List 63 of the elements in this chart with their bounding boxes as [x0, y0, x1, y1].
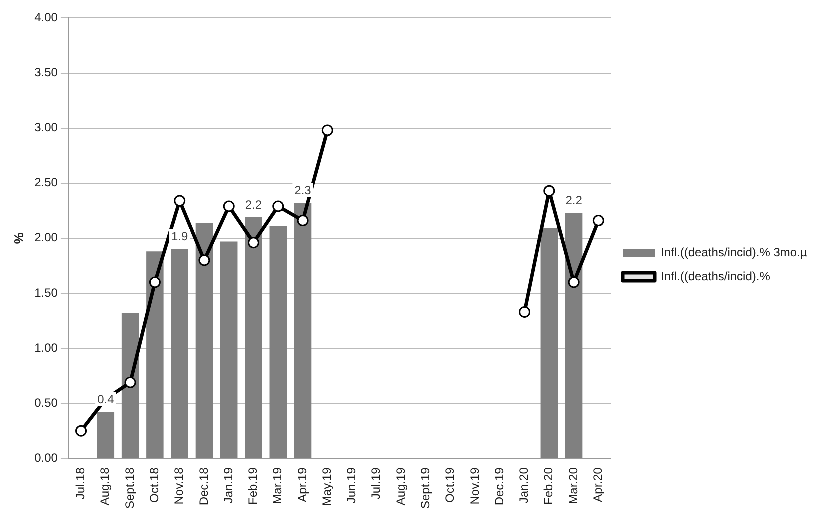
bar: [97, 412, 115, 458]
y-axis-title: %: [11, 232, 26, 244]
point: [248, 237, 260, 249]
point: [272, 200, 284, 212]
bar: [270, 226, 288, 458]
x-tick-label: Jun.19: [344, 467, 359, 504]
point: [297, 215, 309, 227]
data-label: 1.9: [171, 230, 188, 244]
bar: [245, 217, 262, 458]
y-tick-label: 0.50: [34, 396, 58, 410]
x-tick-label: Dec.18: [196, 467, 211, 506]
x-tick-label: Feb.20: [542, 467, 556, 505]
x-tick-label: May.19: [320, 467, 334, 506]
x-tick-label: Sept.18: [122, 467, 137, 510]
x-tick-label: Jul.19: [369, 467, 384, 500]
point: [592, 215, 604, 227]
x-tick-label: Sept.19: [418, 467, 433, 510]
point: [544, 185, 556, 197]
x-tick-label: Mar.20: [566, 467, 580, 504]
y-tick-label: 4.00: [34, 10, 58, 25]
y-tick-label: 1.50: [34, 286, 58, 300]
x-tick-label: Aug.19: [394, 467, 408, 506]
x-tick-label: Aug.18: [98, 467, 112, 506]
legend-label: Infl.((deaths/incid).%: [661, 269, 771, 284]
data-label: 2.3: [294, 183, 312, 198]
point: [322, 124, 334, 136]
x-tick-label: Apr.19: [295, 467, 310, 502]
bar: [294, 203, 312, 458]
x-tick-label: Jan.19: [221, 467, 236, 504]
x-tick-label: Jan.20: [517, 467, 532, 504]
x-tick-label: Jul.18: [74, 467, 88, 500]
x-tick-label: Feb.19: [246, 467, 260, 505]
y-tick-label: 2.00: [34, 230, 58, 245]
y-tick-label: 1.00: [34, 340, 58, 355]
bar: [171, 249, 188, 458]
x-tick-label: Oct.19: [443, 467, 458, 503]
bar: [122, 313, 140, 458]
y-tick-label: 2.50: [34, 176, 58, 190]
x-tick-label: Dec.19: [492, 467, 506, 506]
bar: [146, 252, 164, 458]
data-label: 2.2: [245, 198, 262, 212]
point: [519, 306, 531, 318]
point: [76, 425, 88, 437]
point: [124, 376, 136, 388]
y-tick-label: 3.50: [34, 66, 58, 80]
point: [149, 276, 161, 288]
point: [223, 200, 235, 212]
point: [174, 195, 186, 207]
bar: [196, 223, 214, 458]
x-tick-label: Apr.20: [590, 467, 605, 502]
bar: [540, 228, 558, 458]
bar: [220, 242, 238, 458]
data-label: 2.2: [566, 193, 583, 208]
point: [568, 276, 580, 288]
x-tick-label: Nov.18: [172, 467, 186, 505]
x-tick-label: Nov.19: [468, 467, 482, 505]
point: [198, 254, 210, 266]
x-tick-label: Oct.18: [148, 467, 162, 503]
y-tick-label: 0.00: [34, 450, 58, 465]
bar: [565, 213, 583, 458]
y-tick-label: 3.00: [34, 120, 58, 135]
x-tick-label: Mar.19: [270, 467, 285, 504]
legend-label: Infl.((deaths/incid).% 3mo.µ: [661, 245, 808, 260]
